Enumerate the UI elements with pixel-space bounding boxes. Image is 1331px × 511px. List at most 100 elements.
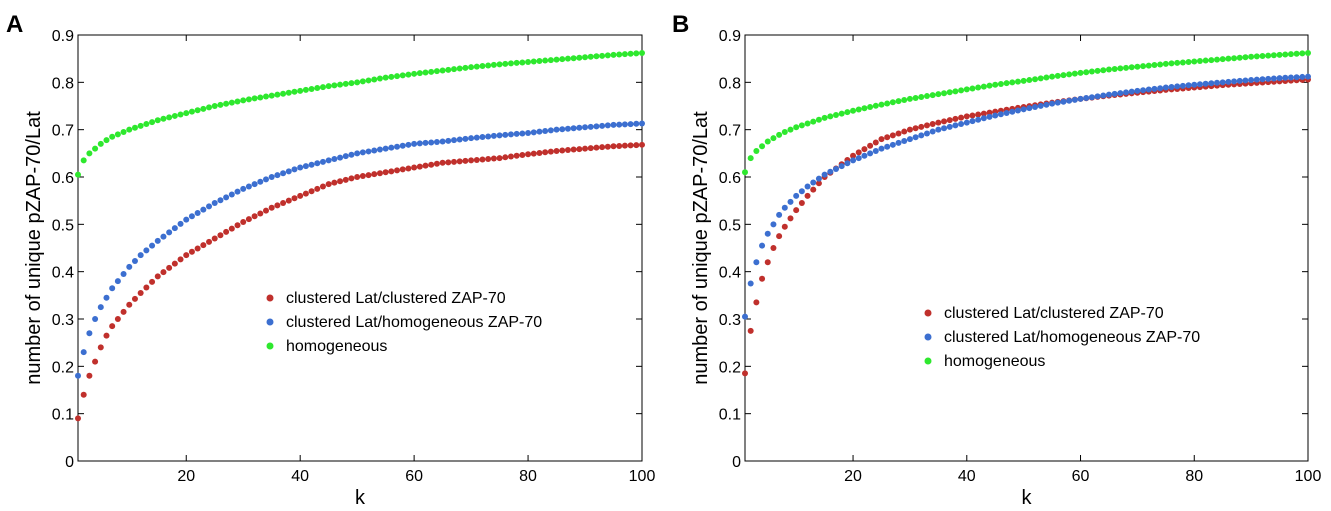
data-point <box>1014 107 1021 114</box>
data-point <box>576 54 583 61</box>
data-point <box>878 101 885 108</box>
data-point <box>1066 71 1073 78</box>
data-point <box>633 142 640 149</box>
legend-marker <box>266 294 274 302</box>
data-point <box>75 372 81 379</box>
data-point <box>918 123 925 130</box>
y-tick-label: 0.6 <box>719 170 741 187</box>
data-point <box>895 130 902 137</box>
data-point <box>850 152 857 159</box>
data-point <box>268 174 275 180</box>
data-point <box>519 59 526 66</box>
data-point <box>308 161 315 168</box>
data-point <box>456 158 463 165</box>
data-point <box>86 330 93 337</box>
data-point <box>564 125 571 132</box>
data-point <box>223 194 230 201</box>
data-point <box>473 156 480 163</box>
data-point <box>217 197 224 204</box>
data-point <box>211 200 218 207</box>
data-point <box>376 170 383 177</box>
data-point <box>838 110 845 117</box>
data-point <box>86 150 93 157</box>
data-point <box>593 144 600 151</box>
data-point <box>1140 87 1147 94</box>
data-point <box>166 264 173 271</box>
data-point <box>1270 52 1277 59</box>
data-point <box>1083 95 1090 102</box>
data-point <box>234 222 241 229</box>
data-point <box>1003 110 1010 117</box>
data-point <box>764 138 771 145</box>
data-point <box>747 280 754 287</box>
data-point <box>308 85 315 92</box>
data-point <box>1185 82 1192 89</box>
data-point <box>1236 54 1243 61</box>
legend-marker <box>266 318 274 326</box>
data-point <box>274 91 281 98</box>
data-point <box>1242 77 1249 84</box>
data-point <box>1214 56 1221 63</box>
data-point <box>456 136 463 143</box>
data-point <box>946 117 953 124</box>
data-point <box>331 156 338 163</box>
data-point <box>1282 74 1289 81</box>
data-point <box>1287 51 1294 58</box>
data-point <box>827 168 834 175</box>
data-point <box>895 139 902 146</box>
data-point <box>564 55 571 62</box>
data-point <box>776 131 783 138</box>
data-point <box>519 152 526 159</box>
data-point <box>787 215 794 222</box>
data-point <box>627 50 634 57</box>
data-point <box>513 130 520 137</box>
data-point <box>228 225 235 232</box>
data-point <box>975 116 982 123</box>
x-tick-label: 60 <box>1072 468 1090 485</box>
data-point <box>764 230 771 237</box>
data-point <box>1100 92 1107 99</box>
data-point <box>126 301 133 308</box>
data-point <box>263 176 269 183</box>
data-point <box>382 145 389 152</box>
data-point <box>297 192 304 199</box>
data-point <box>861 105 868 112</box>
data-point <box>468 64 475 71</box>
data-point <box>793 207 800 214</box>
data-point <box>405 165 412 172</box>
data-point <box>388 144 395 151</box>
data-point <box>274 172 281 179</box>
data-point <box>348 80 355 87</box>
data-point <box>217 101 224 108</box>
data-point <box>131 295 138 302</box>
data-point <box>200 242 207 249</box>
data-point <box>1054 72 1061 79</box>
data-point <box>314 185 321 192</box>
data-point <box>160 115 167 122</box>
data-point <box>468 135 475 142</box>
data-point <box>1299 73 1306 80</box>
data-point <box>1231 55 1238 62</box>
legend: clustered Lat/clustered ZAP-70 clustered … <box>924 305 1200 370</box>
data-point <box>599 122 606 129</box>
data-point <box>473 134 480 141</box>
data-point <box>1179 59 1186 66</box>
data-point <box>901 128 908 135</box>
data-point <box>240 185 247 192</box>
data-point <box>1123 64 1130 71</box>
panel-b: B 0 0.1 0.2 0.3 0.4 0.5 0.6 0.7 0.8 0.9 20 40 60 80 100… <box>672 11 1321 509</box>
data-point <box>616 142 623 149</box>
y-tick-label: 0.1 <box>52 407 74 424</box>
data-point <box>855 155 862 162</box>
data-point <box>582 124 589 131</box>
data-point <box>1014 78 1021 85</box>
data-point <box>776 233 783 240</box>
data-point <box>604 122 611 129</box>
data-point <box>867 150 874 157</box>
data-point <box>946 89 953 96</box>
data-point <box>485 156 492 163</box>
data-point <box>872 139 879 146</box>
data-point <box>1049 100 1056 107</box>
data-point <box>280 170 287 177</box>
data-point <box>530 129 537 136</box>
